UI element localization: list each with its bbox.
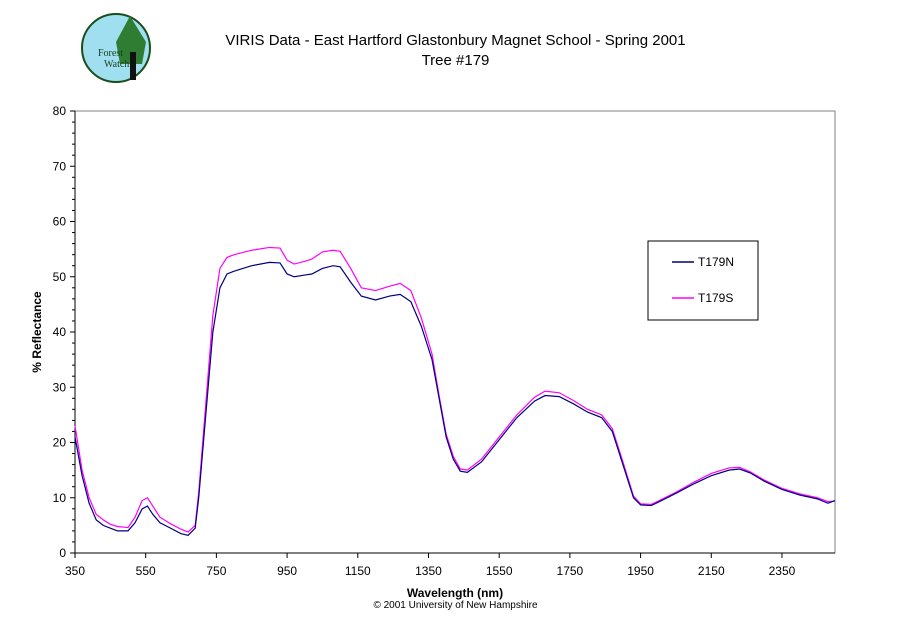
- series-line-T179N: [74, 261, 836, 536]
- plot-area: [74, 110, 836, 554]
- x-tick-label: 1350: [415, 564, 442, 578]
- forest-watch-logo: Forest Watch: [80, 12, 152, 89]
- x-tick-label: 950: [277, 564, 297, 578]
- y-tick-label: 50: [53, 270, 67, 284]
- x-tick-label: 1550: [486, 564, 513, 578]
- x-tick-label: 750: [206, 564, 226, 578]
- x-tick-label: 2350: [769, 564, 796, 578]
- y-tick-label: 0: [59, 546, 66, 560]
- chart-title: VIRIS Data - East Hartford Glastonbury M…: [225, 32, 686, 49]
- x-axis-label: Wavelength (nm): [407, 586, 503, 600]
- x-tick-label: 1950: [627, 564, 654, 578]
- copyright: © 2001 University of New Hampshire: [373, 600, 538, 611]
- svg-text:Watch: Watch: [104, 59, 129, 70]
- y-tick-label: 30: [53, 380, 67, 394]
- x-tick-label: 350: [65, 564, 85, 578]
- y-tick-label: 60: [53, 215, 67, 229]
- svg-text:Forest: Forest: [98, 48, 123, 59]
- x-tick-label: 1150: [345, 564, 371, 578]
- y-tick-label: 80: [53, 104, 67, 118]
- y-tick-label: 10: [53, 491, 67, 505]
- legend-label-T179S: T179S: [698, 291, 733, 305]
- y-tick-label: 40: [53, 325, 67, 339]
- chart-subtitle: Tree #179: [421, 52, 490, 69]
- legend-box: [647, 240, 759, 321]
- x-tick-label: 2150: [698, 564, 725, 578]
- x-tick-label: 1750: [557, 564, 584, 578]
- y-tick-label: 70: [53, 159, 67, 173]
- y-axis-label: % Reflectance: [30, 291, 44, 373]
- series-line-T179S: [74, 246, 836, 533]
- x-tick-label: 550: [136, 564, 156, 578]
- y-tick-label: 20: [53, 436, 67, 450]
- legend-label-T179N: T179N: [698, 255, 734, 269]
